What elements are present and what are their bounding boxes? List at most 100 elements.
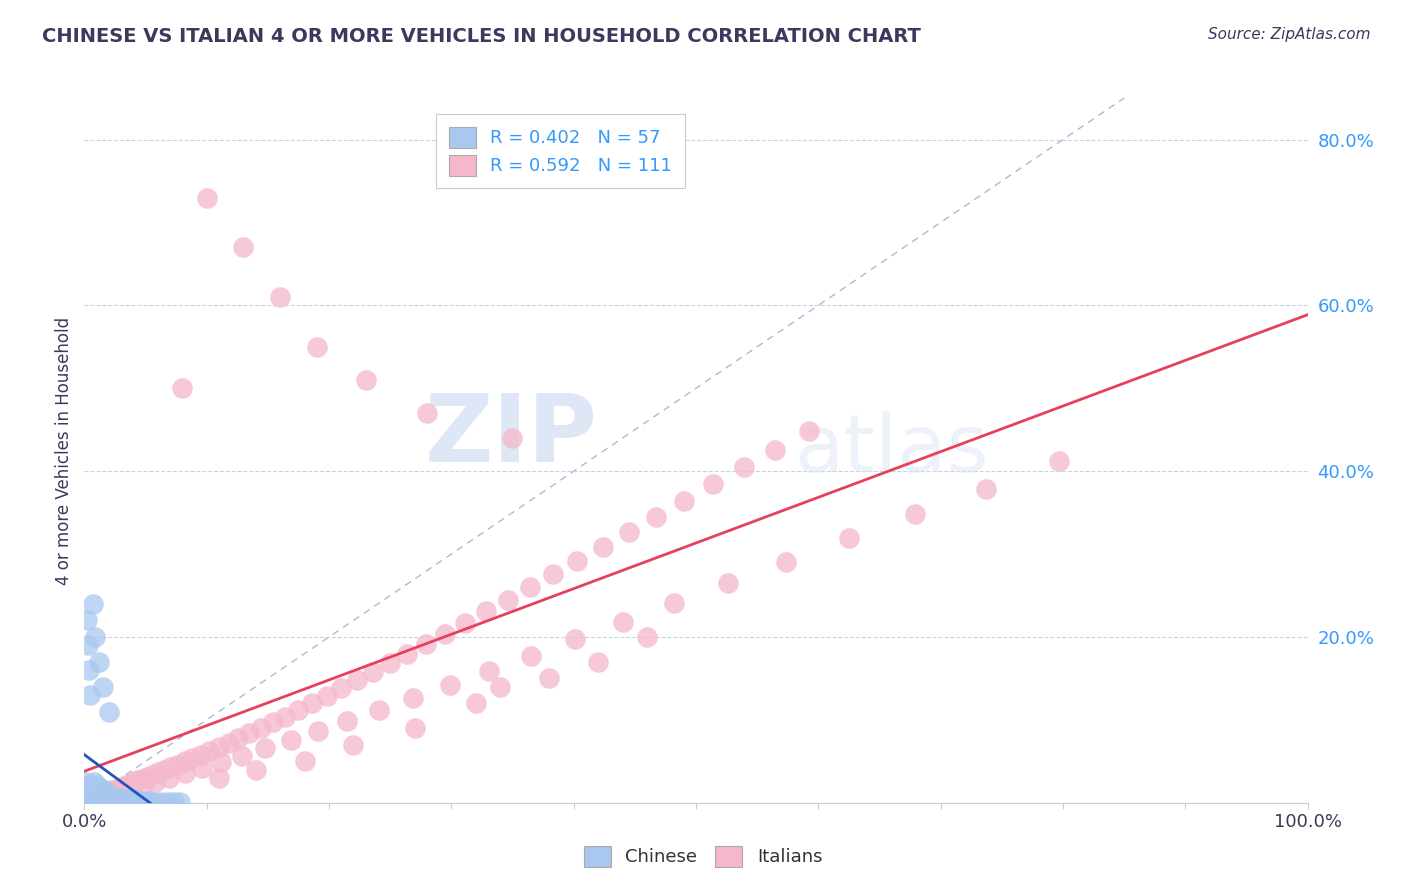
Point — [592, 540, 614, 554]
Point — [541, 566, 564, 581]
Point — [672, 494, 695, 508]
Point — [87, 789, 110, 804]
Point — [76, 779, 98, 793]
Point — [79, 789, 101, 804]
Point — [415, 637, 437, 651]
Point — [238, 726, 260, 740]
Point — [402, 691, 425, 706]
Point — [84, 630, 107, 644]
Point — [143, 795, 166, 809]
Point — [86, 782, 108, 797]
Point — [454, 615, 477, 630]
Point — [135, 770, 157, 784]
Point — [89, 788, 111, 802]
Point — [249, 721, 271, 735]
Point — [294, 755, 316, 769]
Point — [974, 482, 997, 496]
Point — [478, 664, 501, 678]
Point — [79, 790, 101, 805]
Point — [280, 732, 302, 747]
Point — [172, 381, 194, 395]
Point — [287, 703, 309, 717]
Point — [96, 789, 118, 803]
Point — [97, 789, 120, 804]
Point — [617, 524, 640, 539]
Point — [84, 791, 107, 805]
Point — [354, 373, 377, 387]
Point — [173, 766, 195, 780]
Point — [129, 794, 152, 808]
Point — [404, 721, 426, 735]
Point — [190, 747, 212, 762]
Point — [717, 576, 740, 591]
Point — [797, 425, 820, 439]
Point — [143, 775, 166, 789]
Point — [94, 783, 117, 797]
Point — [121, 781, 143, 796]
Point — [612, 615, 634, 629]
Point — [132, 778, 155, 792]
Point — [166, 757, 188, 772]
Point — [83, 775, 105, 789]
Point — [146, 765, 169, 780]
Point — [89, 789, 111, 804]
Point — [163, 795, 186, 809]
Point — [83, 779, 105, 793]
Point — [122, 775, 145, 789]
Point — [520, 648, 543, 663]
Point — [396, 647, 419, 661]
Point — [115, 793, 138, 807]
Point — [94, 786, 117, 800]
Point — [269, 290, 291, 304]
Point — [89, 783, 111, 797]
Point — [135, 794, 157, 808]
Point — [91, 680, 114, 694]
Point — [586, 655, 609, 669]
Point — [315, 689, 337, 703]
Point — [254, 741, 277, 756]
Point — [231, 748, 253, 763]
Text: Source: ZipAtlas.com: Source: ZipAtlas.com — [1208, 27, 1371, 42]
Point — [82, 789, 104, 804]
Point — [97, 789, 120, 804]
Point — [305, 340, 328, 354]
Point — [169, 795, 191, 809]
Point — [77, 791, 100, 805]
Point — [107, 790, 129, 805]
Point — [519, 580, 541, 594]
Point — [191, 761, 214, 775]
Point — [195, 191, 218, 205]
Point — [84, 789, 107, 804]
Point — [245, 763, 267, 777]
Point — [416, 406, 439, 420]
Point — [218, 736, 240, 750]
Point — [91, 786, 114, 800]
Point — [636, 630, 658, 644]
Point — [342, 738, 364, 752]
Point — [228, 731, 250, 746]
Point — [118, 777, 141, 791]
Point — [838, 532, 860, 546]
Point — [107, 780, 129, 795]
Point — [76, 614, 98, 628]
Point — [644, 509, 666, 524]
Point — [90, 788, 112, 802]
Point — [904, 508, 927, 522]
Point — [567, 554, 589, 568]
Point — [439, 678, 461, 692]
Point — [702, 477, 724, 491]
Point — [368, 703, 391, 717]
Point — [307, 723, 329, 738]
Point — [80, 786, 103, 800]
Point — [84, 788, 107, 802]
Point — [198, 744, 221, 758]
Point — [125, 793, 148, 807]
Point — [87, 786, 110, 800]
Point — [538, 672, 561, 686]
Point — [208, 771, 231, 785]
Point — [209, 755, 232, 769]
Y-axis label: 4 or more Vehicles in Household: 4 or more Vehicles in Household — [55, 317, 73, 584]
Point — [464, 696, 486, 710]
Point — [361, 665, 384, 679]
Text: CHINESE VS ITALIAN 4 OR MORE VEHICLES IN HOUSEHOLD CORRELATION CHART: CHINESE VS ITALIAN 4 OR MORE VEHICLES IN… — [42, 27, 921, 45]
